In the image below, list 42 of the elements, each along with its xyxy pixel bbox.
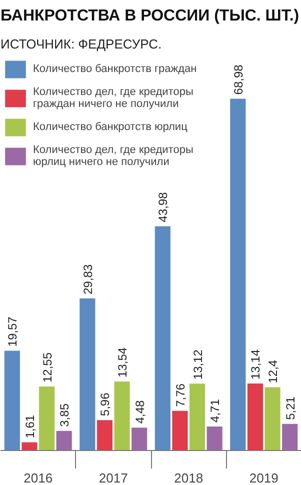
bar (206, 426, 222, 450)
bar (264, 387, 280, 450)
x-tick-label: 2016 (24, 470, 53, 485)
bar (22, 442, 38, 450)
data-label: 4,71 (208, 398, 222, 422)
x-tick-label: 2018 (174, 470, 204, 485)
bar (230, 98, 246, 450)
chart-title: БАНКРОТСТВА В РОССИИ (ТЫС. ШТ.) (0, 8, 300, 24)
bar (38, 386, 55, 450)
data-label: 13,14 (248, 349, 263, 380)
bar (282, 424, 298, 450)
data-label: 68,98 (231, 64, 246, 95)
data-label: 13,54 (116, 347, 130, 378)
data-label: 3,85 (58, 403, 72, 427)
bar (172, 410, 188, 450)
bar (56, 430, 72, 450)
legend-label: Количество дел, где кредиторы юрлиц ничего не получили (33, 144, 194, 168)
x-tick-label: 2019 (249, 470, 278, 485)
chart-subtitle: ИСТОЧНИК: ФЕДРЕСУРС. (0, 36, 162, 52)
bar (247, 383, 264, 450)
bar (132, 428, 148, 450)
bar (189, 384, 206, 450)
data-label: 12,4 (266, 360, 280, 384)
data-label: 1,61 (22, 414, 37, 438)
data-label: 4,48 (132, 400, 147, 424)
data-label: 13,12 (190, 349, 205, 380)
bar (154, 226, 170, 450)
x-tick-label: 2017 (98, 470, 128, 485)
bar (96, 420, 113, 450)
data-label: 19,57 (6, 316, 20, 347)
data-label: 43,98 (156, 192, 170, 222)
legend-label: Количество дел, где кредиторы граждан ничего не получили (33, 86, 194, 110)
bar (4, 350, 20, 450)
bar (80, 298, 96, 450)
data-label: 5,21 (283, 396, 298, 420)
data-label: 7,76 (173, 383, 188, 407)
legend-label: Количество банкротств юрлиц (33, 121, 188, 133)
data-label: 5,96 (98, 392, 112, 416)
bar (114, 381, 130, 450)
legend-label: Количество банкротств граждан (33, 63, 197, 75)
data-label: 29,83 (80, 264, 95, 294)
data-label: 12,55 (40, 352, 54, 382)
